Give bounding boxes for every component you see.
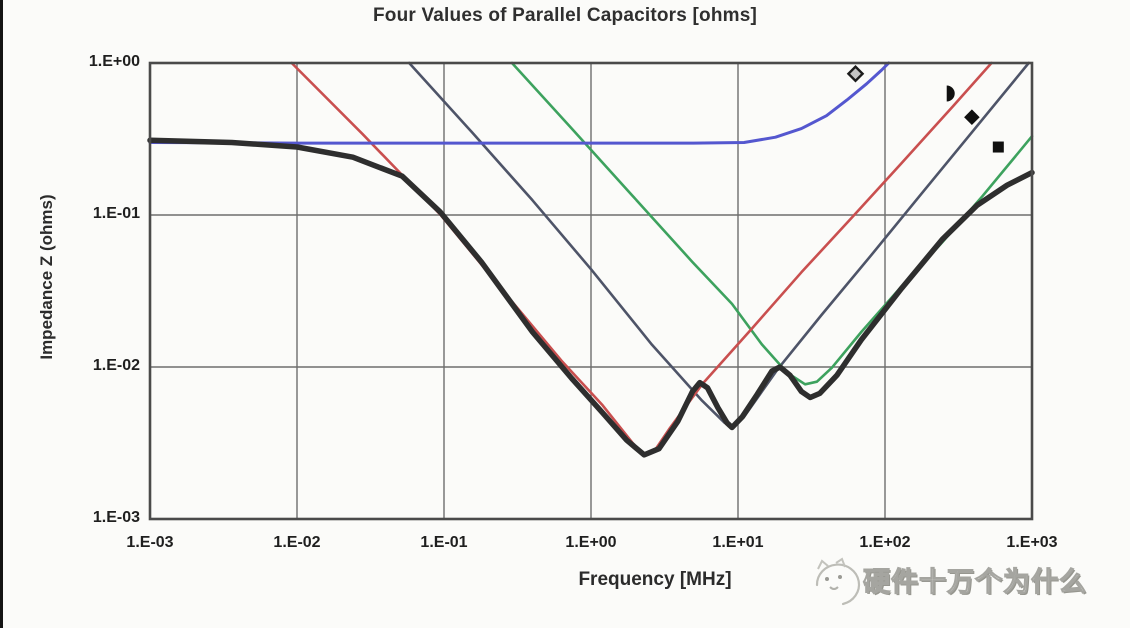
x-axis-title: Frequency [MHz]: [578, 569, 732, 590]
half-moon-marker: [946, 85, 955, 102]
y-tick-label: 1.E-02: [92, 357, 140, 374]
y-tick-label: 1.E-01: [92, 205, 140, 222]
x-tick-label: 1.E+03: [1006, 534, 1058, 551]
filled-square-marker: [992, 141, 1004, 153]
parallel-combination-line: [147, 137, 1035, 458]
x-tick-label: 1.E+00: [565, 534, 617, 551]
y-tick-label: 1.E-03: [92, 509, 140, 526]
watermark-text: 硬件十万个为什么: [862, 566, 1087, 597]
x-tick-label: 1.E+01: [712, 534, 764, 551]
blue-capacitor-line: [148, 61, 891, 145]
x-tick-label: 1.E+02: [859, 534, 911, 551]
red-capacitor-line: [290, 61, 993, 458]
x-tick-label: 1.E-02: [273, 534, 321, 551]
x-tick-label: 1.E-01: [420, 534, 468, 551]
plot-frame: [148, 61, 1034, 521]
chart-title: Four Values of Parallel Capacitors [ohms…: [372, 5, 758, 26]
filled-diamond-marker: [964, 109, 980, 125]
x-tick-label: 1.E-03: [126, 534, 174, 551]
watermark-cat-logo-icon: [815, 557, 861, 606]
y-tick-label: 1.E+00: [88, 53, 140, 70]
open-diamond-marker: [846, 64, 865, 83]
left-edge-bar: [0, 0, 3, 628]
green-capacitor-line: [510, 61, 1034, 386]
